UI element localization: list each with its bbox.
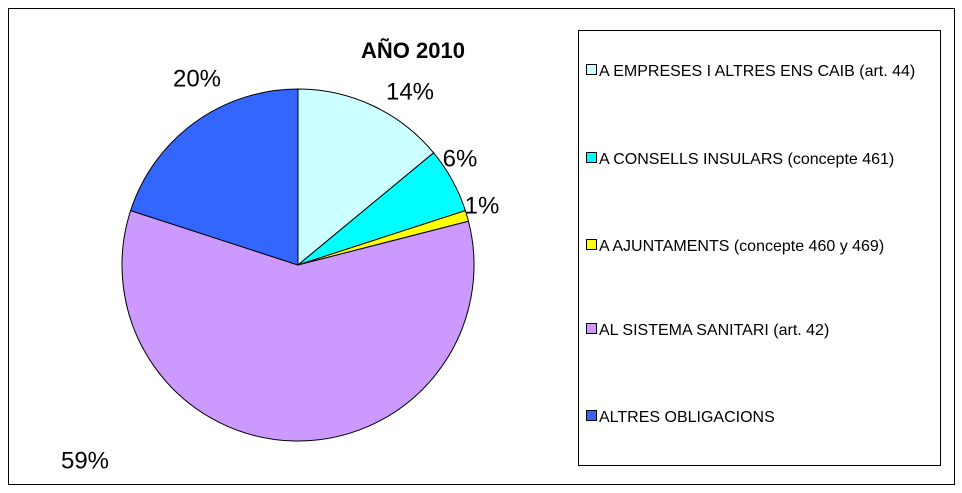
chart-title: AÑO 2010 [361, 38, 465, 63]
legend-swatch [586, 323, 597, 334]
pie-slice [129, 88, 299, 266]
legend-swatch [586, 64, 597, 75]
data-label: 1% [465, 192, 500, 219]
data-label: 20% [173, 65, 221, 92]
data-label: 14% [386, 78, 434, 105]
pie-slice [297, 88, 435, 267]
legend-item: A EMPRESES I ALTRES ENS CAIB (art. 44) [586, 62, 931, 81]
legend-label: A CONSELLS INSULARS (concepte 461) [599, 151, 895, 168]
legend-label: AL SISTEMA SANITARI (art. 42) [599, 322, 830, 339]
legend-swatch [586, 239, 597, 250]
pie-slice [121, 209, 475, 442]
data-label: 6% [443, 145, 478, 172]
legend-label: ALTRES OBLIGACIONS [599, 409, 775, 426]
legend-swatch [586, 152, 597, 163]
legend-item: A AJUNTAMENTS (concepte 460 y 469) [586, 237, 931, 256]
legend-box [578, 30, 941, 466]
legend-label: A AJUNTAMENTS (concepte 460 y 469) [599, 238, 885, 255]
legend-swatch [586, 410, 597, 421]
data-label: 59% [61, 447, 109, 474]
legend-item: AL SISTEMA SANITARI (art. 42) [586, 321, 931, 340]
legend-label: A EMPRESES I ALTRES ENS CAIB (art. 44) [599, 63, 916, 80]
legend-item: ALTRES OBLIGACIONS [586, 408, 931, 427]
legend-item: A CONSELLS INSULARS (concepte 461) [586, 150, 931, 169]
